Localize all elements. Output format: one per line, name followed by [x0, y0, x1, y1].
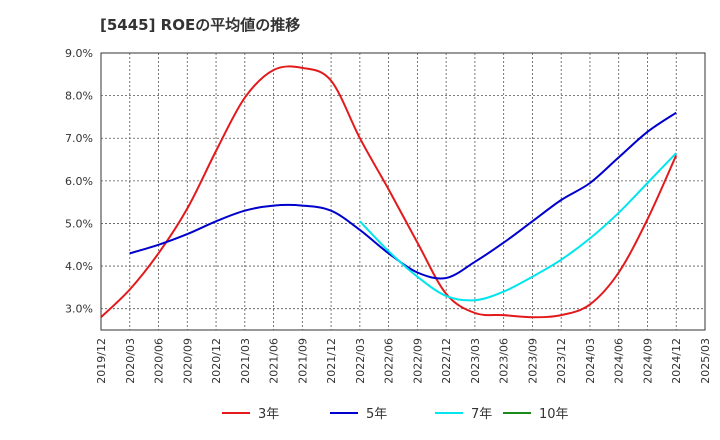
legend-label-3: 7年	[471, 407, 492, 422]
series-line-3	[359, 152, 677, 302]
x-tick-label: 2019/12	[95, 338, 108, 384]
x-tick-label: 2020/03	[124, 338, 137, 384]
x-tick-label: 2024/06	[613, 338, 626, 384]
x-tick-label: 2022/06	[383, 338, 396, 384]
legend-label-4: 10年	[539, 407, 569, 422]
legend-label-2: 5年	[366, 407, 387, 422]
x-tick-label: 2023/09	[526, 338, 539, 384]
x-tick-label: 2024/03	[584, 338, 597, 384]
y-tick-label: 9.0%	[65, 47, 93, 60]
x-tick-label: 2023/06	[498, 338, 511, 384]
x-tick-label: 2021/06	[268, 338, 281, 384]
y-tick-label: 5.0%	[65, 217, 93, 230]
x-tick-label: 2024/09	[641, 338, 654, 384]
x-tick-label: 2022/09	[411, 338, 424, 384]
plot-area	[100, 52, 706, 331]
y-tick-label: 7.0%	[65, 132, 93, 145]
legend-label-1: 3年	[258, 407, 279, 422]
x-tick-label: 2021/12	[325, 338, 338, 384]
y-tick-label: 3.0%	[65, 303, 93, 316]
x-tick-label: 2020/12	[210, 338, 223, 384]
x-tick-label: 2024/12	[670, 338, 683, 384]
x-tick-label: 2023/03	[469, 338, 482, 384]
y-tick-label: 6.0%	[65, 175, 93, 188]
y-tick-label: 8.0%	[65, 90, 93, 103]
x-tick-label: 2021/09	[296, 338, 309, 384]
series-line-1	[100, 65, 678, 319]
x-tick-label: 2025/03	[699, 338, 712, 384]
x-tick-label: 2022/03	[354, 338, 367, 384]
x-tick-label: 2022/12	[440, 338, 453, 384]
chart-title: [5445] ROEの平均値の推移	[100, 16, 301, 34]
x-tick-label: 2021/03	[239, 338, 252, 384]
y-tick-label: 4.0%	[65, 260, 93, 273]
x-tick-label: 2020/06	[153, 338, 166, 384]
x-tick-label: 2023/12	[555, 338, 568, 384]
x-tick-label: 2020/09	[181, 338, 194, 384]
